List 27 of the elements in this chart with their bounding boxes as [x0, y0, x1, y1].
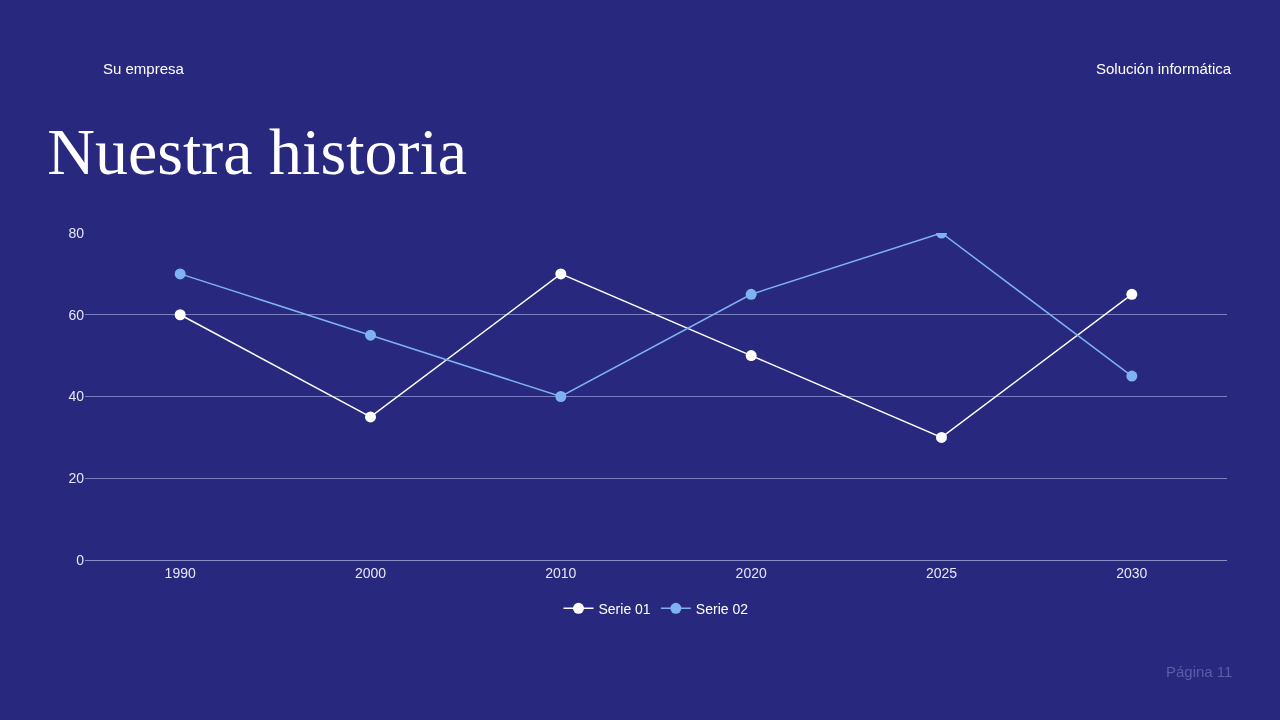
y-tick-label: 0: [76, 551, 85, 568]
chart-title: Nuestra historia: [47, 115, 468, 189]
legend-label: Serie 01: [598, 600, 651, 617]
point: [745, 350, 757, 362]
point: [174, 268, 186, 280]
y-tick-label: 40: [68, 388, 85, 405]
point: [936, 431, 947, 443]
point: [555, 268, 567, 280]
point: [1126, 370, 1138, 382]
point: [365, 411, 376, 423]
x-tick-label: 2030: [1116, 564, 1148, 581]
point: [745, 288, 757, 300]
y-tick-label: 20: [68, 470, 85, 487]
point: [174, 309, 186, 321]
x-tick-label: 2025: [925, 564, 958, 581]
x-tick-label: 2020: [735, 564, 767, 581]
y-tick-label: 80: [68, 224, 85, 241]
x-tick-label: 2000: [354, 564, 387, 581]
point: [1126, 288, 1138, 300]
text: Su empresa: [103, 60, 185, 77]
point: [365, 329, 376, 341]
legend-label: Serie 02: [695, 600, 749, 617]
text: Solución informática: [1096, 60, 1232, 77]
x-tick-label: 1990: [164, 564, 196, 581]
x-tick-label: 2010: [545, 564, 577, 581]
point: [555, 391, 567, 402]
y-tick-label: 60: [68, 306, 85, 323]
